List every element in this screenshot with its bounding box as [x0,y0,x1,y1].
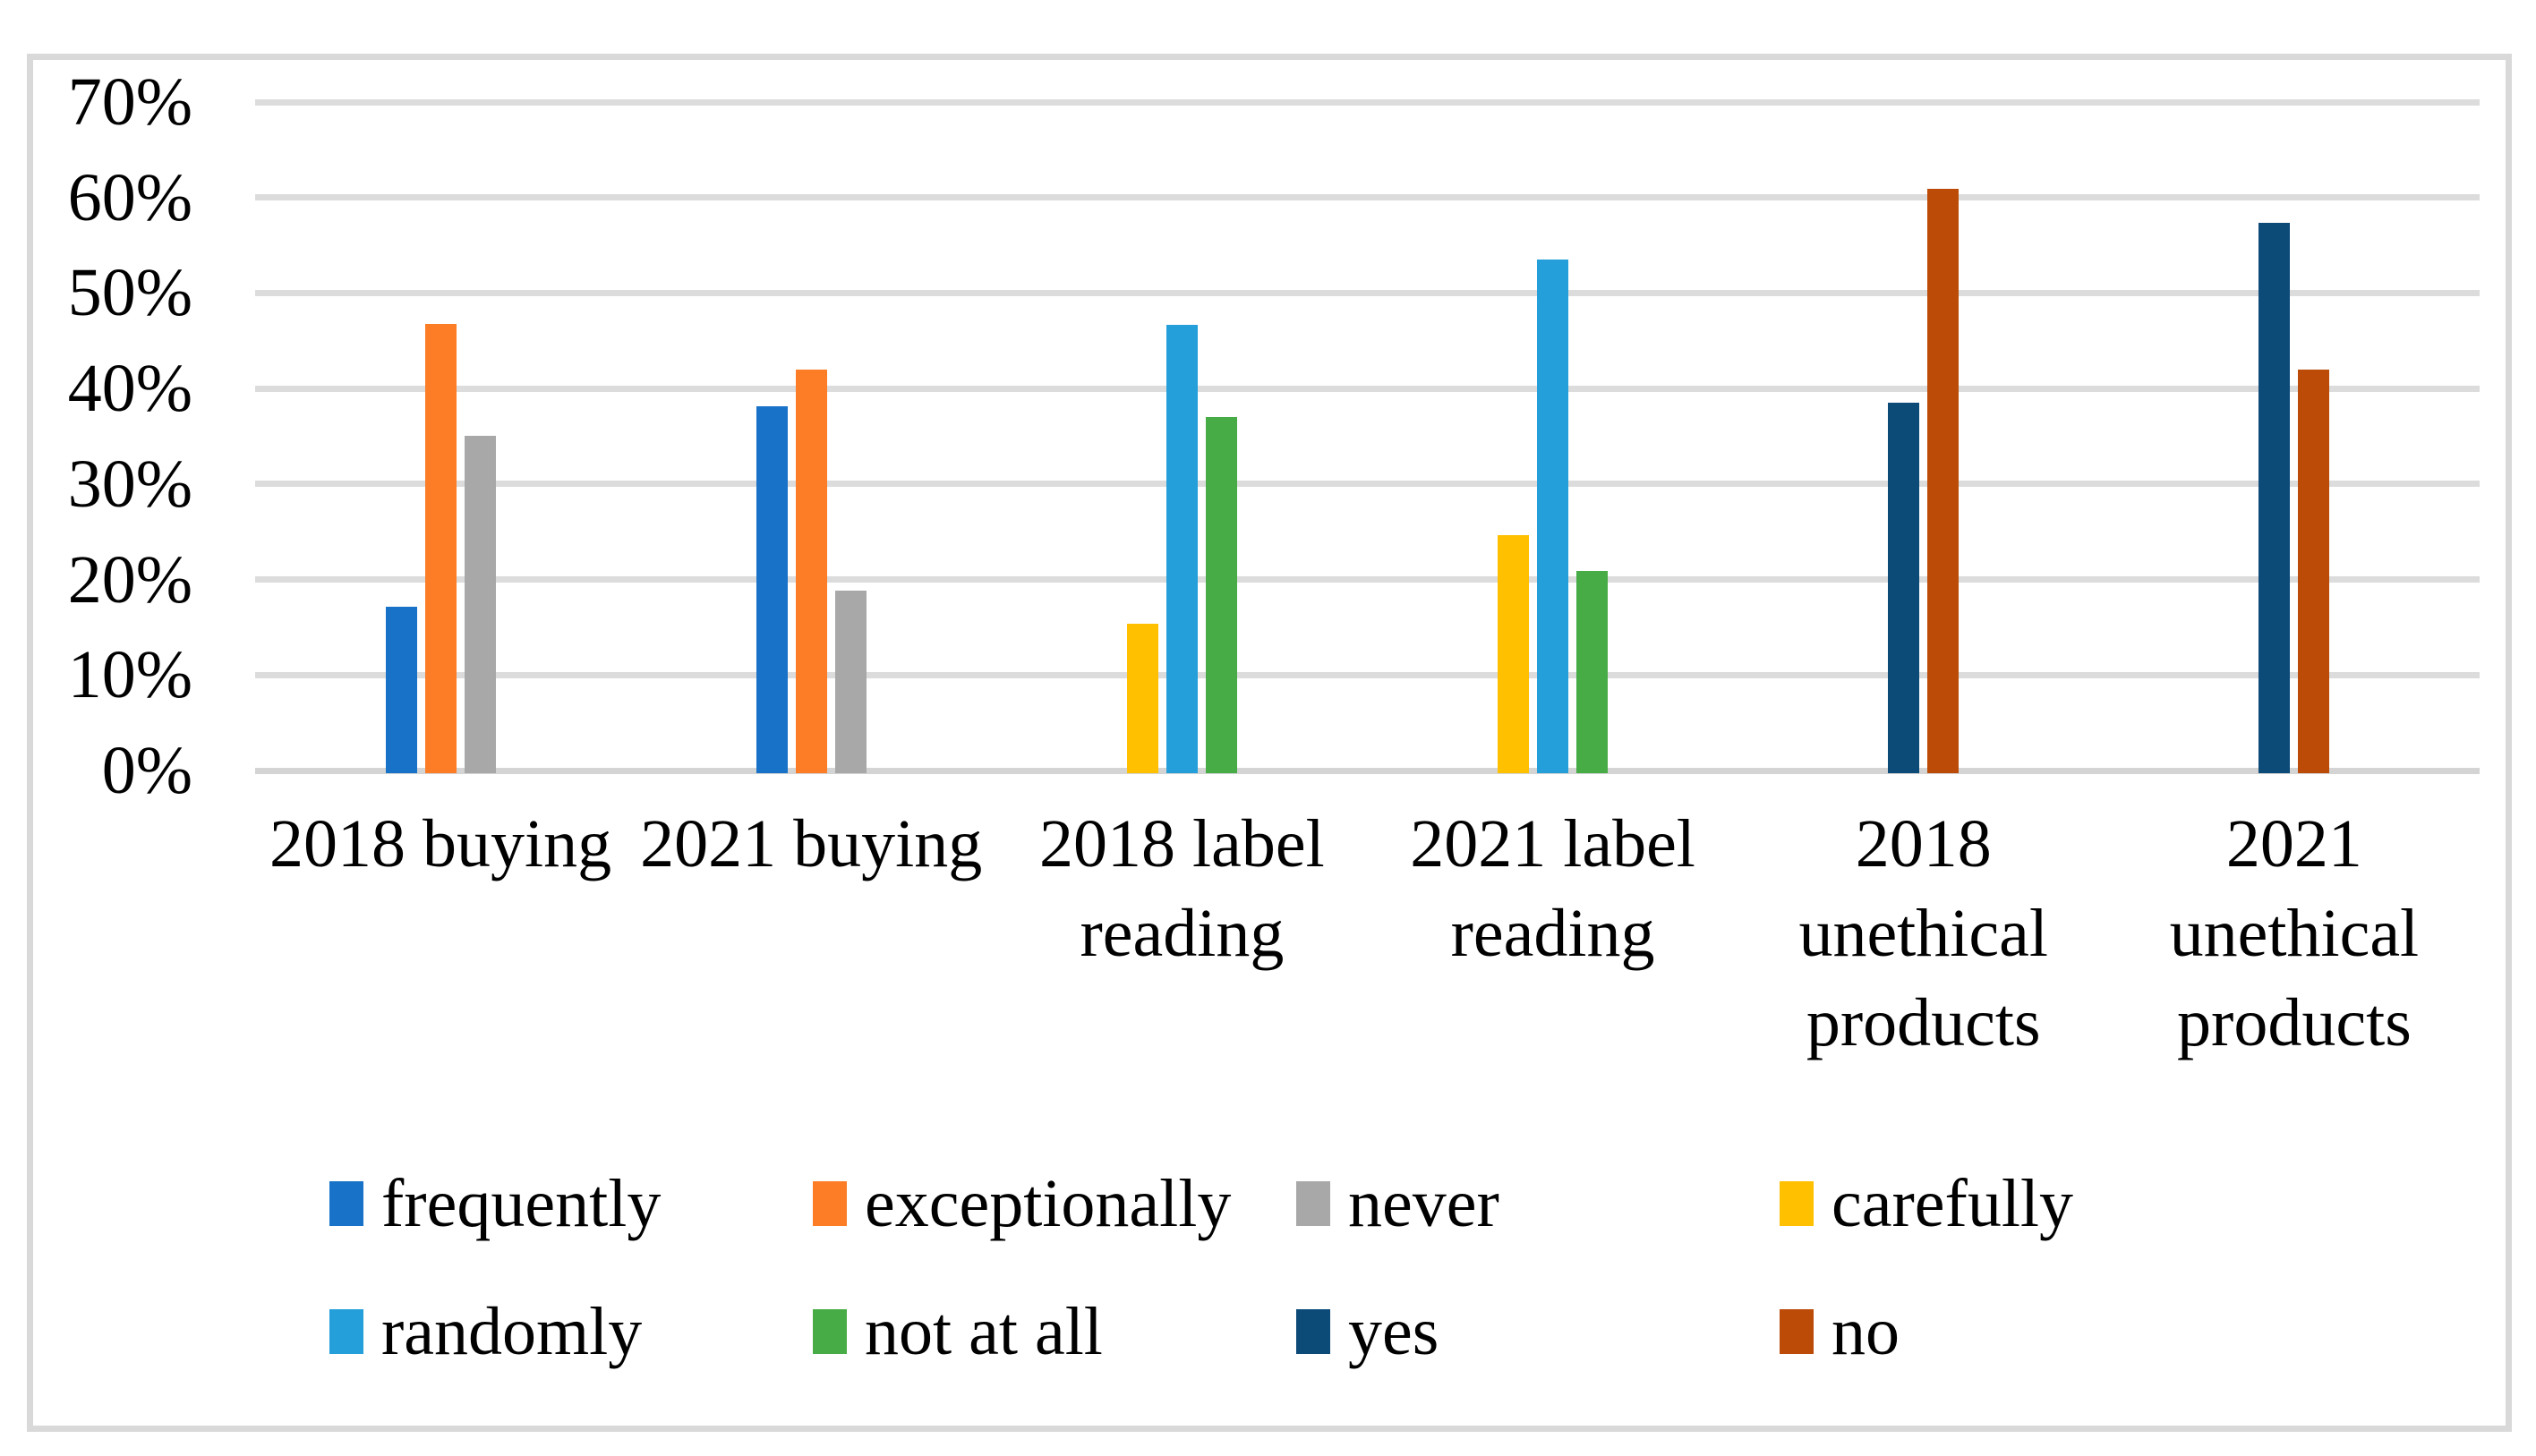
bar-2018-label-reading-randomly [1166,324,1198,774]
legend-swatch-frequently [329,1181,363,1226]
gridline-30 [255,481,2480,488]
gridline-70 [255,98,2480,106]
bar-2021-buying-never [834,590,867,774]
y-tick-label: 50% [67,255,192,331]
gridline-20 [255,576,2480,583]
legend-swatch-no [1780,1309,1814,1354]
gridline-60 [255,194,2480,201]
gridline-10 [255,671,2480,678]
legend-label: never [1348,1166,1499,1241]
x-label-2021-unethical-products: 2021 unethical products [2169,806,2420,1060]
legend-swatch-not-at-all [813,1309,847,1354]
legend-label: frequently [381,1166,662,1241]
legend-label: exceptionally [865,1166,1232,1241]
legend-swatch-carefully [1780,1181,1814,1226]
bar-2021-label-reading-randomly [1537,260,1569,774]
legend-swatch-exceptionally [813,1181,847,1226]
legend-swatch-yes [1296,1309,1330,1354]
y-tick-label: 30% [67,446,192,522]
bar-2021-label-reading-not-at-all [1576,571,1609,774]
x-label-2018-buying: 2018 buying [269,806,612,881]
bar-2018-unethical-products-no [1927,189,1960,774]
legend-label: yes [1348,1294,1439,1369]
bar-2018-buying-never [464,435,496,774]
legend-label: carefully [1832,1166,2074,1241]
y-tick-label: 0% [101,733,192,808]
gridline-40 [255,385,2480,392]
legend-swatch-never [1296,1181,1330,1226]
x-label-2021-label-reading: 2021 label reading [1410,806,1695,971]
legend-label: not at all [865,1294,1103,1369]
bar-2018-label-reading-not-at-all [1205,417,1237,774]
bar-2021-buying-exceptionally [795,370,827,774]
y-tick-label: 10% [67,637,192,713]
bar-2018-label-reading-carefully [1126,623,1158,774]
legend-label: randomly [381,1294,643,1369]
gridline-50 [255,289,2480,296]
bar-2021-unethical-products-no [2298,370,2330,774]
x-label-2018-unethical-products: 2018 unethical products [1798,806,2048,1060]
bar-2018-buying-frequently [385,606,417,774]
bar-2021-unethical-products-yes [2258,222,2291,774]
y-tick-label: 20% [67,541,192,617]
bar-2018-unethical-products-yes [1888,403,1920,774]
gridline-0 [255,767,2480,774]
bar-2018-buying-exceptionally [424,323,457,774]
y-tick-label: 70% [67,64,192,140]
x-label-2018-label-reading: 2018 label reading [1039,806,1325,971]
y-tick-label: 60% [67,159,192,235]
x-label-2021-buying: 2021 buying [640,806,983,881]
legend-label: no [1832,1294,1900,1369]
legend-swatch-randomly [329,1309,363,1354]
bar-2021-buying-frequently [756,405,788,774]
y-tick-label: 40% [67,351,192,427]
bar-2021-label-reading-carefully [1498,534,1530,774]
